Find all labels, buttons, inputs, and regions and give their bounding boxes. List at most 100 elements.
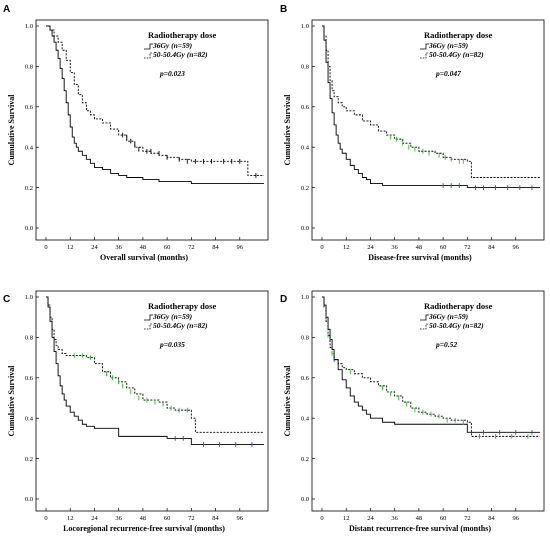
y-tick-label: 0.4 <box>301 144 310 151</box>
x-tick-label: 84 <box>488 244 495 251</box>
y-tick-label: 0.0 <box>301 225 309 232</box>
y-axis-title: Cumulative Survival <box>7 365 16 437</box>
x-tick-label: 60 <box>440 244 447 251</box>
legend-swatch <box>420 314 429 321</box>
x-tick-label: 24 <box>367 244 374 251</box>
x-tick-label: 48 <box>416 244 423 251</box>
x-tick-label: 60 <box>440 515 447 522</box>
y-tick-label: 0.2 <box>25 456 33 463</box>
y-tick-label: 0.4 <box>25 415 34 422</box>
y-axis-title: Cumulative Survival <box>283 365 292 437</box>
y-tick-label: 0.0 <box>25 225 33 232</box>
plot-frame <box>35 290 269 512</box>
x-axis-title: Overall survival (months) <box>100 253 188 262</box>
legend-entry: 36Gy (n=59) <box>152 312 193 321</box>
panel-D: D 0.0 0.2 0.4 0.6 0.8 1.0 0 12 24 36 48 60 72 84 96 Dist… <box>280 290 545 533</box>
x-tick-label: 48 <box>140 244 147 251</box>
x-tick-label: 0 <box>320 244 323 251</box>
legend-swatch <box>420 43 429 50</box>
y-tick-label: 1.0 <box>25 294 33 301</box>
p-value-label: p=0.023 <box>159 69 185 78</box>
x-tick-label: 48 <box>416 515 423 522</box>
panel-C: C 0.0 0.2 0.4 0.6 0.8 1.0 0 12 24 36 48 60 72 84 96 Loco… <box>3 290 269 533</box>
y-tick-label: 0.6 <box>301 104 310 111</box>
y-tick-label: 0.0 <box>301 496 309 503</box>
legend-entry: 50-50.4Gy (n=82) <box>153 50 208 59</box>
panel-B: B 0.0 0.2 0.4 0.6 0.8 1.0 0 12 24 36 48 60 72 84 96 Dise… <box>280 4 545 262</box>
x-tick-label: 96 <box>237 244 244 251</box>
y-tick-label: 0.0 <box>25 496 33 503</box>
x-tick-label: 72 <box>188 515 195 522</box>
p-value-label: p=0.035 <box>159 340 185 349</box>
legend-entry: 50-50.4Gy (n=82) <box>429 321 484 330</box>
x-tick-label: 60 <box>164 515 171 522</box>
x-tick-label: 36 <box>115 515 122 522</box>
x-tick-label: 24 <box>367 515 374 522</box>
panel-letter: C <box>3 294 10 305</box>
panel-A: A 0.0 0.2 0.4 0.6 0.8 1.0 0 12 24 36 48 60 72 84 96 Over… <box>3 4 269 262</box>
x-tick-label: 0 <box>320 515 323 522</box>
legend-swatch <box>144 43 153 50</box>
x-tick-label: 24 <box>91 244 98 251</box>
x-tick-label: 36 <box>391 244 398 251</box>
x-tick-label: 84 <box>488 515 495 522</box>
x-tick-label: 96 <box>513 244 520 251</box>
x-tick-label: 12 <box>67 515 74 522</box>
x-tick-label: 84 <box>212 515 219 522</box>
y-tick-label: 0.8 <box>25 64 33 71</box>
x-tick-label: 72 <box>464 244 471 251</box>
x-axis-title: Distant recurrence-free survival (months… <box>349 524 491 533</box>
x-tick-label: 24 <box>91 515 98 522</box>
y-tick-label: 1.0 <box>301 294 309 301</box>
panel-letter: B <box>280 4 287 15</box>
legend-title: Radiotherapy dose <box>424 301 492 311</box>
y-tick-label: 1.0 <box>25 23 33 30</box>
legend-swatch <box>420 323 429 330</box>
y-tick-label: 0.6 <box>25 104 34 111</box>
x-tick-label: 72 <box>464 515 471 522</box>
km-curve-50gy <box>322 25 540 178</box>
x-tick-label: 60 <box>164 244 171 251</box>
x-axis-title: Disease-free survival (months) <box>368 253 472 262</box>
y-tick-label: 0.6 <box>301 375 310 382</box>
y-tick-label: 0.2 <box>301 185 309 192</box>
y-axis-title: Cumulative Survival <box>283 94 292 166</box>
legend-entry: 36Gy (n=59) <box>428 41 469 50</box>
km-curve-50gy <box>322 296 540 437</box>
x-tick-label: 96 <box>237 515 244 522</box>
km-curve-36gy <box>322 296 540 433</box>
y-tick-label: 0.6 <box>25 375 34 382</box>
x-tick-label: 72 <box>188 244 195 251</box>
plot-frame <box>35 19 269 241</box>
y-tick-label: 0.2 <box>301 456 309 463</box>
legend-title: Radiotherapy dose <box>424 30 492 40</box>
p-value-label: p=0.52 <box>435 340 457 349</box>
x-tick-label: 36 <box>115 244 122 251</box>
x-tick-label: 84 <box>212 244 219 251</box>
y-tick-label: 0.8 <box>25 335 33 342</box>
km-curve-50gy <box>46 296 264 433</box>
km-curve-36gy <box>46 25 264 185</box>
legend-entry: 36Gy (n=59) <box>152 41 193 50</box>
y-tick-label: 0.4 <box>301 415 310 422</box>
km-curve-36gy <box>322 25 540 189</box>
plot-frame <box>311 19 545 241</box>
y-tick-label: 0.4 <box>25 144 34 151</box>
x-tick-label: 0 <box>44 515 47 522</box>
plot-frame <box>311 290 545 512</box>
y-tick-label: 1.0 <box>301 23 309 30</box>
x-tick-label: 48 <box>140 515 147 522</box>
legend-swatch <box>144 323 153 330</box>
x-tick-label: 12 <box>343 515 350 522</box>
y-tick-label: 0.2 <box>25 185 33 192</box>
x-tick-label: 36 <box>391 515 398 522</box>
p-value-label: p=0.047 <box>435 69 461 78</box>
legend-entry: 50-50.4Gy (n=82) <box>153 321 208 330</box>
y-tick-label: 0.8 <box>301 64 309 71</box>
legend-swatch <box>144 314 153 321</box>
legend-title: Radiotherapy dose <box>148 301 216 311</box>
legend-title: Radiotherapy dose <box>148 30 216 40</box>
panel-letter: D <box>280 294 287 305</box>
legend-swatch <box>420 52 429 59</box>
